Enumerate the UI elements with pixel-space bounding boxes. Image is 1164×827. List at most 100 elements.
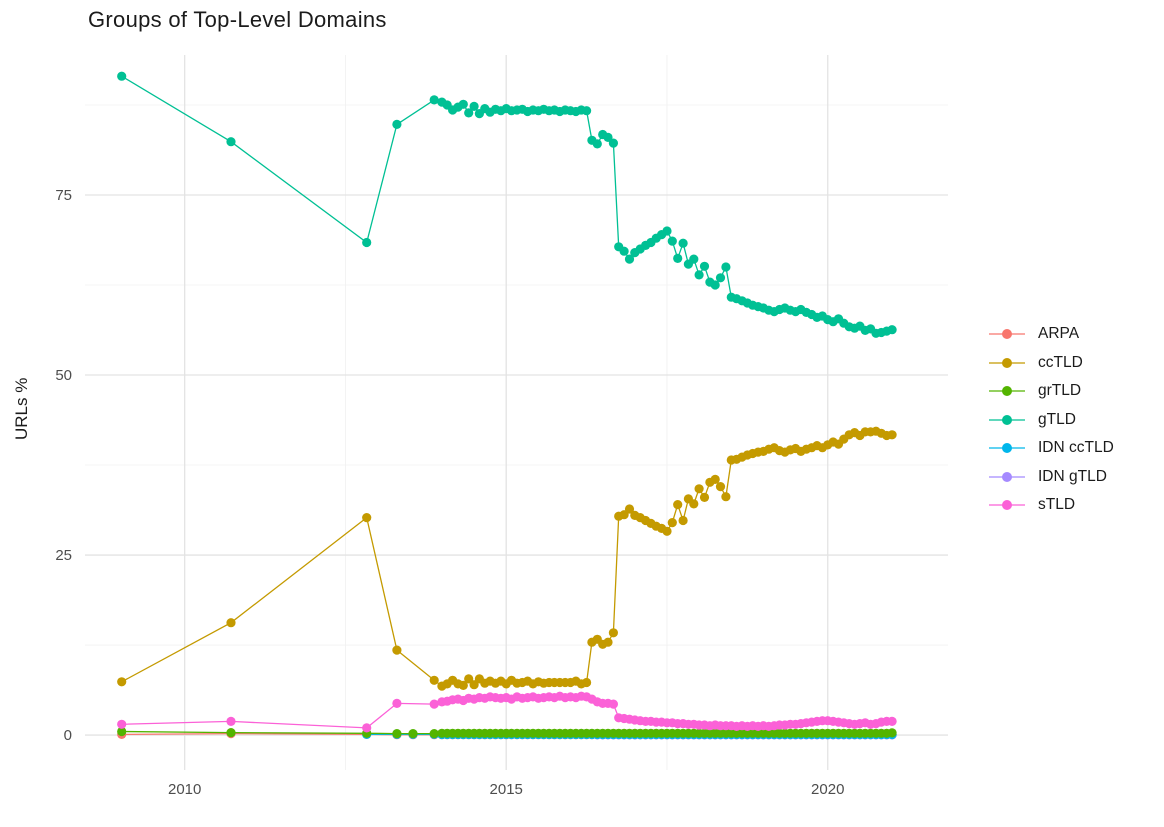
x-tick-label: 2015 bbox=[490, 781, 523, 798]
data-point bbox=[721, 492, 731, 502]
data-point bbox=[689, 499, 699, 509]
data-point bbox=[117, 726, 127, 737]
gridlines-minor bbox=[85, 55, 948, 770]
data-point bbox=[117, 71, 127, 81]
data-point bbox=[392, 645, 402, 655]
data-point bbox=[469, 101, 479, 111]
legend-key-icon bbox=[989, 386, 1025, 397]
legend-key-icon bbox=[989, 357, 1025, 368]
y-tick-label: 25 bbox=[55, 547, 72, 564]
data-point bbox=[464, 108, 474, 118]
legend-item-arpa: ARPA bbox=[988, 320, 1114, 349]
legend: ARPA ccTLD grTLD gTLD IDN ccTLD IDN gTLD… bbox=[988, 320, 1114, 520]
x-tick-label: 2020 bbox=[811, 781, 844, 798]
data-point bbox=[624, 504, 635, 514]
legend-item-label: IDN ccTLD bbox=[1038, 439, 1114, 457]
series-cctld bbox=[117, 426, 897, 691]
series-gtld bbox=[117, 71, 897, 338]
data-point bbox=[117, 719, 127, 729]
legend-item-label: IDN gTLD bbox=[1038, 467, 1107, 485]
data-point bbox=[226, 618, 236, 628]
legend-item-label: grTLD bbox=[1038, 382, 1082, 400]
y-tick-label: 75 bbox=[55, 187, 72, 204]
data-point bbox=[392, 119, 402, 129]
legend-item-gtld: gTLD bbox=[988, 406, 1114, 435]
data-point bbox=[673, 500, 683, 510]
y-tick-label: 0 bbox=[64, 727, 72, 744]
data-point bbox=[429, 699, 439, 709]
y-axis: 0 25 50 75 bbox=[55, 187, 72, 744]
data-point bbox=[469, 680, 479, 690]
data-point bbox=[608, 138, 619, 148]
data-point bbox=[887, 716, 897, 727]
data-point bbox=[226, 716, 236, 727]
data-point bbox=[710, 280, 720, 290]
x-tick-label: 2010 bbox=[168, 781, 201, 798]
data-point bbox=[710, 474, 720, 484]
data-point bbox=[619, 510, 629, 520]
data-point bbox=[689, 254, 699, 264]
y-tick-label: 50 bbox=[55, 367, 72, 384]
data-point bbox=[392, 698, 402, 709]
data-point bbox=[408, 729, 418, 739]
legend-key-icon bbox=[989, 500, 1025, 511]
legend-item-label: gTLD bbox=[1038, 410, 1076, 428]
legend-item-label: ARPA bbox=[1038, 325, 1080, 343]
data-point bbox=[362, 723, 372, 733]
legend-key-icon bbox=[989, 329, 1025, 340]
data-point bbox=[662, 526, 672, 536]
legend-item-idn-gtld: IDN gTLD bbox=[988, 463, 1114, 492]
data-point bbox=[582, 677, 592, 688]
data-point bbox=[678, 515, 688, 526]
legend-item-stld: sTLD bbox=[988, 491, 1114, 520]
data-point bbox=[429, 675, 439, 685]
data-point bbox=[592, 139, 602, 149]
data-point bbox=[699, 492, 710, 502]
legend-item-cctld: ccTLD bbox=[988, 349, 1114, 378]
data-point bbox=[667, 236, 677, 246]
data-point bbox=[619, 246, 629, 256]
data-point bbox=[887, 728, 897, 738]
data-point bbox=[887, 325, 897, 335]
data-point bbox=[608, 699, 619, 709]
data-point bbox=[392, 729, 402, 739]
data-point bbox=[887, 430, 897, 440]
data-point bbox=[429, 95, 439, 105]
legend-key-icon bbox=[989, 443, 1025, 454]
legend-item-grtld: grTLD bbox=[988, 377, 1114, 406]
data-point bbox=[117, 677, 127, 687]
data-point bbox=[721, 262, 731, 272]
data-point bbox=[673, 253, 683, 263]
data-point bbox=[429, 729, 439, 739]
data-point bbox=[699, 261, 710, 271]
data-point bbox=[715, 273, 726, 283]
data-point bbox=[226, 137, 236, 147]
data-point bbox=[694, 270, 704, 280]
data-point bbox=[458, 99, 468, 109]
legend-item-idn-cctld: IDN ccTLD bbox=[988, 434, 1114, 463]
legend-key-icon bbox=[989, 414, 1025, 425]
data-point bbox=[603, 637, 613, 647]
data-point bbox=[678, 238, 688, 248]
data-point bbox=[715, 482, 726, 492]
data-point bbox=[226, 728, 236, 738]
data-point bbox=[458, 680, 468, 691]
data-point bbox=[662, 226, 672, 236]
series-stld bbox=[117, 691, 897, 733]
x-axis: 2010 2015 2020 bbox=[168, 781, 844, 798]
data-point bbox=[603, 132, 613, 142]
data-point bbox=[362, 237, 372, 248]
data-point bbox=[694, 484, 704, 494]
series-grtld bbox=[117, 726, 897, 739]
data-point bbox=[362, 513, 372, 523]
legend-item-label: sTLD bbox=[1038, 496, 1076, 514]
data-point bbox=[464, 674, 474, 684]
data-point bbox=[667, 518, 677, 528]
data-point bbox=[608, 628, 619, 638]
legend-key-icon bbox=[989, 471, 1025, 482]
legend-item-label: ccTLD bbox=[1038, 353, 1083, 371]
data-point bbox=[624, 254, 635, 264]
gridlines-major bbox=[85, 55, 948, 770]
data-point bbox=[582, 106, 592, 116]
